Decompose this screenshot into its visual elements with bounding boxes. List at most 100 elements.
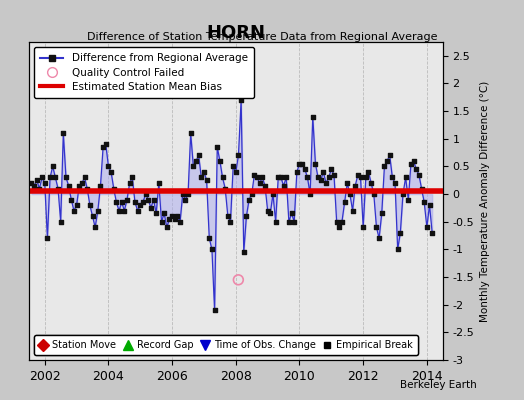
Point [49,163,57,170]
Point [309,114,317,120]
Point [157,218,166,225]
Text: Berkeley Earth: Berkeley Earth [400,380,477,390]
Point [162,224,171,230]
Point [187,130,195,136]
Point [152,210,160,217]
Point [417,185,425,192]
Point [327,166,335,172]
Point [107,169,115,175]
Point [194,152,203,158]
Point [319,169,328,175]
Point [75,182,83,189]
Point [399,191,407,197]
Point [43,235,51,242]
Point [210,307,219,314]
Point [394,246,402,252]
Point [78,180,86,186]
Point [40,180,49,186]
Point [287,210,296,217]
Point [72,202,81,208]
Point [224,213,232,220]
Point [94,208,102,214]
Point [425,202,434,208]
Point [401,174,410,181]
Point [258,174,267,181]
Point [144,196,152,203]
Point [375,235,383,242]
Point [57,218,65,225]
Point [173,213,182,220]
Point [208,246,216,252]
Point [242,213,250,220]
Point [131,199,139,206]
Point [64,182,73,189]
Point [359,224,367,230]
Point [160,210,168,217]
Point [229,163,237,170]
Point [301,166,309,172]
Point [32,177,41,184]
Point [125,180,134,186]
Point [165,216,173,222]
Point [285,218,293,225]
Point [343,180,352,186]
Point [189,163,198,170]
Point [192,158,200,164]
Point [54,185,62,192]
Point [141,191,150,197]
Text: Difference of Station Temperature Data from Regional Average: Difference of Station Temperature Data f… [87,32,437,42]
Point [420,199,429,206]
Point [367,180,375,186]
Point [67,196,75,203]
Point [303,174,312,181]
Point [428,230,436,236]
Point [176,218,184,225]
Title: HORN: HORN [206,24,265,42]
Point [322,180,330,186]
Point [306,191,314,197]
Point [120,208,128,214]
Point [341,199,349,206]
Point [247,191,256,197]
Point [104,163,113,170]
Point [356,174,365,181]
Point [197,174,205,181]
Point [70,208,78,214]
Point [296,160,304,167]
Point [38,174,46,181]
Point [136,202,145,208]
Point [59,130,68,136]
Point [391,180,399,186]
Point [155,180,163,186]
Point [115,208,123,214]
Point [409,158,418,164]
Point [407,160,415,167]
Point [364,169,373,175]
Point [261,182,269,189]
Point [264,208,272,214]
Point [213,144,222,150]
Point [62,174,70,181]
Point [99,144,107,150]
Point [292,169,301,175]
Point [396,230,405,236]
Point [139,199,147,206]
Point [200,169,208,175]
Point [269,191,277,197]
Point [266,210,275,217]
Legend: Station Move, Record Gap, Time of Obs. Change, Empirical Break: Station Move, Record Gap, Time of Obs. C… [34,336,418,355]
Y-axis label: Monthly Temperature Anomaly Difference (°C): Monthly Temperature Anomaly Difference (… [480,80,490,322]
Point [171,216,179,222]
Point [279,182,288,189]
Point [91,224,100,230]
Point [298,160,307,167]
Point [253,174,261,181]
Point [117,199,126,206]
Point [386,152,394,158]
Point [96,182,105,189]
Point [237,97,245,103]
Point [123,196,131,203]
Point [134,208,142,214]
Point [102,141,110,148]
Point [112,199,121,206]
